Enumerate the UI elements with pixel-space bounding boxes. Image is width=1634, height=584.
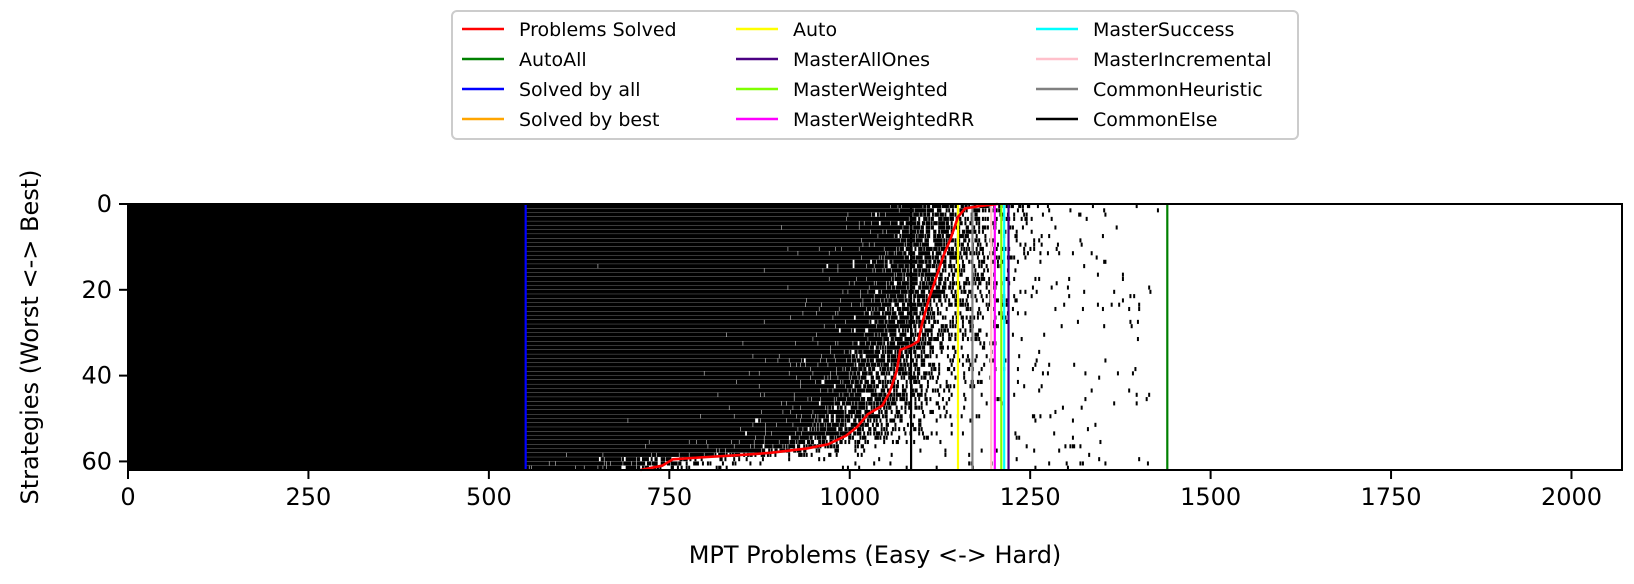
- legend-item: MasterIncremental: [1036, 49, 1272, 71]
- legend-label: AutoAll: [519, 49, 587, 71]
- legend: Problems Solved AutoAll Solved by all Solve…: [451, 10, 1299, 140]
- legend-item: MasterWeighted: [736, 79, 948, 101]
- legend-label: Problems Solved: [519, 19, 677, 41]
- legend-item: Auto: [736, 19, 837, 41]
- legend-label: MasterIncremental: [1093, 49, 1272, 71]
- heatmap-solved-region: [128, 204, 526, 470]
- legend-box: [451, 10, 1299, 140]
- y-tick-label: 60: [81, 447, 112, 475]
- x-tick-label: 500: [466, 483, 512, 511]
- y-tick-label: 40: [81, 362, 112, 390]
- x-tick-label: 1000: [819, 483, 880, 511]
- problems-solved-line: [640, 202, 998, 472]
- x-tick-label: 750: [646, 483, 692, 511]
- legend-item: CommonHeuristic: [1036, 79, 1263, 101]
- legend-label: Auto: [793, 19, 837, 41]
- x-tick-label: 2000: [1541, 483, 1602, 511]
- legend-label: Solved by best: [519, 109, 659, 131]
- legend-item: Solved by all: [462, 79, 641, 101]
- x-tick-label: 1500: [1180, 483, 1241, 511]
- legend-label: Solved by all: [519, 79, 641, 101]
- legend-label: MasterSuccess: [1093, 19, 1234, 41]
- legend-item: MasterWeightedRR: [736, 109, 974, 131]
- x-tick-label: 1750: [1361, 483, 1422, 511]
- plot-frame: [127, 203, 1623, 471]
- y-axis: 0 20 40 60: [81, 190, 128, 475]
- heatmap-cells: [525, 204, 1159, 470]
- y-tick-label: 20: [81, 276, 112, 304]
- x-axis: 0 250 500 750 1000 1250 1500 1750 2000: [120, 470, 1602, 511]
- x-tick-label: 1250: [1000, 483, 1061, 511]
- legend-item: Problems Solved: [462, 19, 677, 41]
- x-tick-label: 0: [120, 483, 135, 511]
- legend-item: AutoAll: [462, 49, 587, 71]
- legend-label: MasterWeightedRR: [793, 109, 974, 131]
- y-tick-label: 0: [97, 190, 112, 218]
- legend-item: Solved by best: [462, 109, 659, 131]
- legend-label: CommonHeuristic: [1093, 79, 1263, 101]
- plot-area: [127, 202, 1623, 472]
- legend-label: MasterWeighted: [793, 79, 948, 101]
- legend-label: MasterAllOnes: [793, 49, 930, 71]
- x-axis-label: MPT Problems (Easy <-> Hard): [689, 541, 1062, 569]
- legend-item: CommonElse: [1036, 109, 1217, 131]
- legend-item: MasterAllOnes: [736, 49, 930, 71]
- legend-item: MasterSuccess: [1036, 19, 1234, 41]
- legend-label: CommonElse: [1093, 109, 1217, 131]
- x-tick-label: 250: [286, 483, 332, 511]
- y-axis-label: Strategies (Worst <-> Best): [16, 170, 44, 505]
